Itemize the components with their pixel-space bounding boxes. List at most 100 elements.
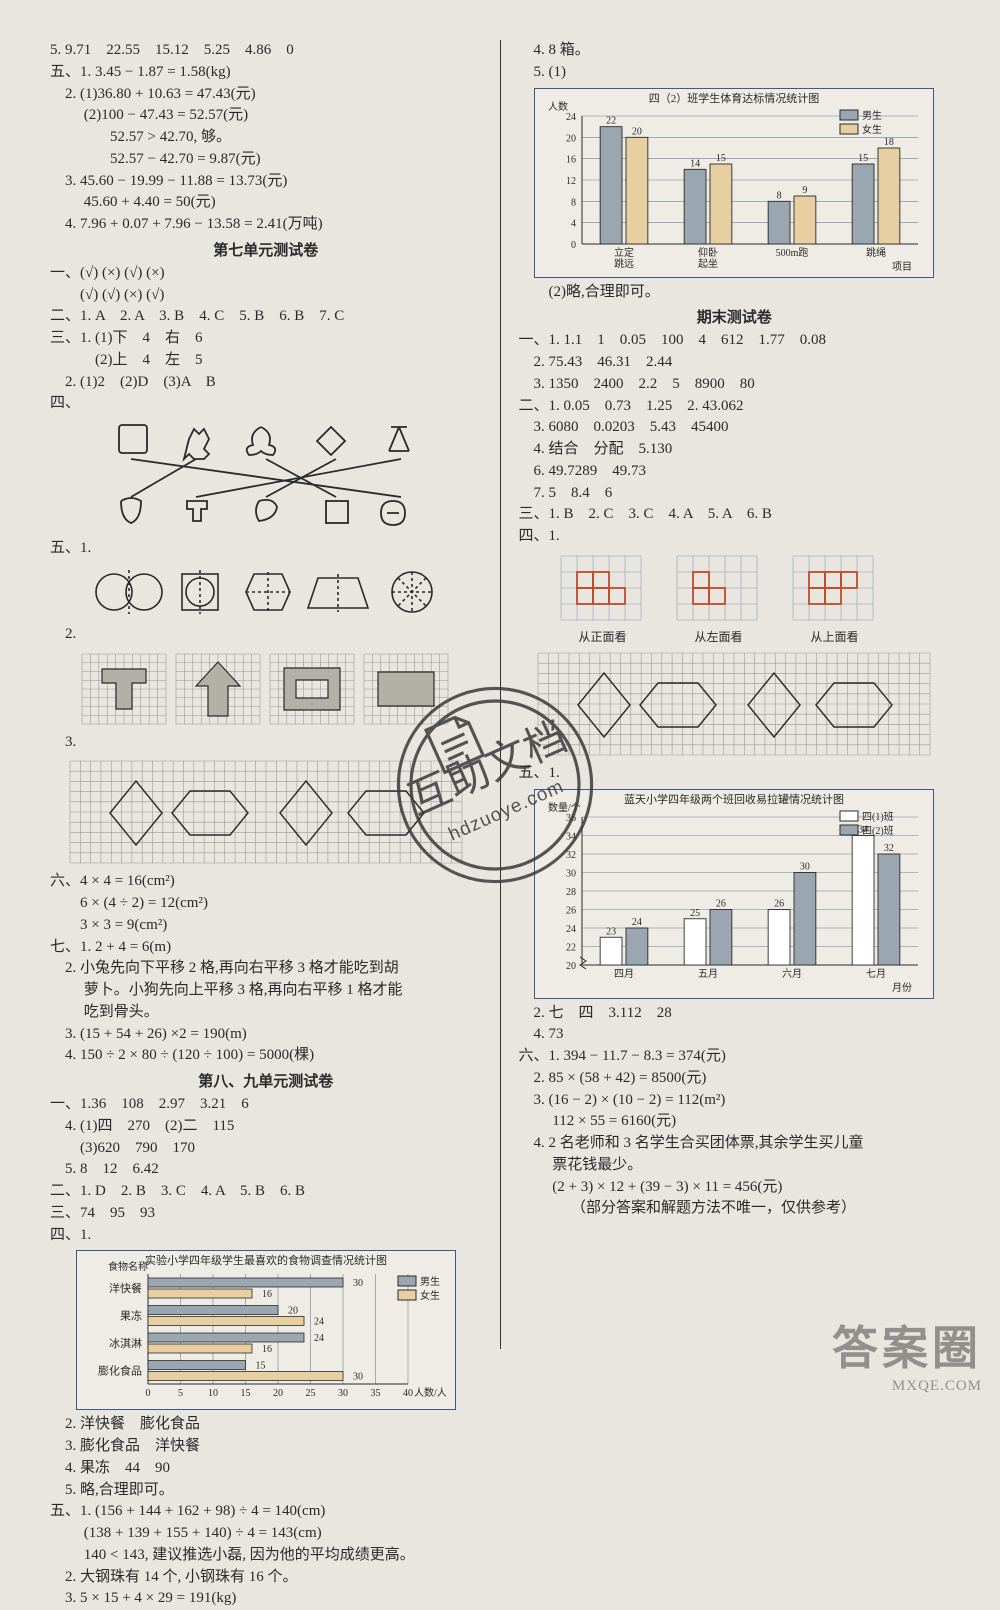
- svg-text:人数/人: 人数/人: [414, 1386, 447, 1399]
- text-line: 4. 2 名老师和 3 名学生合买团体票,其余学生买儿童: [519, 1133, 951, 1155]
- r-q5-1-label: 五、1.: [519, 763, 951, 785]
- svg-text:24: 24: [314, 1317, 324, 1328]
- grid-patterns-wide: [50, 757, 482, 867]
- text-line: 2. 75.43 46.31 2.44: [519, 352, 951, 374]
- text-line: 52.57 − 42.70 = 9.87(元): [50, 149, 482, 171]
- svg-text:4: 4: [571, 218, 576, 229]
- svg-text:34: 34: [858, 824, 868, 835]
- brand-footer: 答案圈 MXQE.COM: [832, 1312, 982, 1395]
- text-line: (138 + 139 + 155 + 140) ÷ 4 = 143(cm): [50, 1523, 482, 1545]
- text-line: 3. 5 × 15 + 4 × 29 = 191(kg): [50, 1588, 482, 1610]
- text-line: 3. 1350 2400 2.2 5 8900 80: [519, 374, 951, 396]
- text-line: 四、1.: [519, 526, 951, 548]
- svg-text:20: 20: [566, 133, 576, 144]
- text-line: 5. 9.71 22.55 15.12 5.25 4.86 0: [50, 40, 482, 62]
- svg-text:膨化食品: 膨化食品: [98, 1364, 142, 1378]
- brand-url: MXQE.COM: [832, 1378, 982, 1395]
- text-line: 一、1.36 108 2.97 3.21 6: [50, 1094, 482, 1116]
- text-line: 四、: [50, 393, 482, 415]
- recycling-chart: 蓝天小学四年级两个班回收易拉罐情况统计图202224262830323436数量…: [519, 789, 951, 999]
- svg-text:28: 28: [566, 887, 576, 898]
- grid-patterns-wide-right: [519, 649, 951, 759]
- text-line: (2)略,合理即可。: [519, 282, 951, 304]
- svg-text:18: 18: [884, 137, 894, 148]
- svg-text:16: 16: [262, 1289, 272, 1300]
- svg-text:14: 14: [690, 158, 700, 169]
- text-line: 六、4 × 4 = 16(cm²): [50, 871, 482, 893]
- svg-text:24: 24: [314, 1333, 324, 1344]
- text-line: 45.60 + 4.40 = 50(元): [50, 192, 482, 214]
- svg-text:9: 9: [803, 185, 808, 196]
- text-line: 3. 6080 0.0203 5.43 45400: [519, 417, 951, 439]
- svg-text:15: 15: [240, 1388, 250, 1399]
- svg-text:洋快餐: 洋快餐: [109, 1281, 142, 1295]
- text-line: 3. (15 + 54 + 26) ×2 = 190(m): [50, 1024, 482, 1046]
- svg-text:跳绳: 跳绳: [866, 246, 886, 259]
- svg-text:食物名称: 食物名称: [108, 1260, 148, 1273]
- svg-text:30: 30: [338, 1388, 348, 1399]
- svg-text:12: 12: [566, 176, 576, 187]
- svg-text:25: 25: [690, 907, 700, 918]
- text-line: (√) (√) (×) (√): [50, 285, 482, 307]
- text-line: 五、1. (156 + 144 + 162 + 98) ÷ 4 = 140(cm…: [50, 1501, 482, 1523]
- svg-text:36: 36: [566, 813, 576, 824]
- svg-text:40: 40: [403, 1388, 413, 1399]
- matching-shapes-figure: [50, 419, 482, 534]
- text-line: （部分答案和解题方法不唯一，仅供参考）: [519, 1198, 951, 1220]
- text-line: 七、1. 2 + 4 = 6(m): [50, 937, 482, 959]
- text-line: 6 × (4 ÷ 2) = 12(cm²): [50, 893, 482, 915]
- unit89-title: 第八、九单元测试卷: [50, 1070, 482, 1091]
- text-line: 4. (1)四 270 (2)二 115: [50, 1116, 482, 1138]
- text-line: 六、1. 394 − 11.7 − 8.3 = 374(元): [519, 1046, 951, 1068]
- svg-text:男生: 男生: [420, 1275, 440, 1288]
- svg-text:七月: 七月: [866, 968, 886, 980]
- text-line: 5. (1): [519, 62, 951, 84]
- view-label-left: 从左面看: [671, 628, 767, 645]
- svg-text:数量/个: 数量/个: [548, 801, 581, 814]
- text-line: 2. (1)36.80 + 10.63 = 47.43(元): [50, 84, 482, 106]
- text-line: 2. (1)2 (2)D (3)A B: [50, 372, 482, 394]
- text-line: 四、1.: [50, 1225, 482, 1247]
- svg-text:8: 8: [571, 197, 576, 208]
- text-line: 二、1. 0.05 0.73 1.25 2. 43.062: [519, 396, 951, 418]
- svg-text:人数: 人数: [548, 100, 568, 113]
- symmetry-figures: [50, 564, 482, 620]
- svg-text:五月: 五月: [698, 968, 718, 980]
- svg-text:30: 30: [566, 868, 576, 879]
- svg-text:四月: 四月: [614, 968, 634, 980]
- q5-3-label: 3.: [50, 732, 482, 754]
- svg-text:立定跳远: 立定跳远: [614, 246, 634, 270]
- text-line: 2. 85 × (58 + 42) = 8500(元): [519, 1068, 951, 1090]
- svg-text:26: 26: [716, 898, 726, 909]
- svg-text:20: 20: [288, 1306, 298, 1317]
- right-column: 4. 8 箱。 5. (1) 四（2）班学生体育达标情况统计图048121620…: [501, 40, 951, 1349]
- grid-patterns-row1: [50, 650, 482, 728]
- text-line: 3. (16 − 2) × (10 − 2) = 112(m²): [519, 1090, 951, 1112]
- brand-name: 答案圈: [832, 1312, 982, 1378]
- ortho-3views: 从正面看 从左面看 从上面看: [555, 552, 951, 645]
- text-line: 票花钱最少。: [519, 1155, 951, 1177]
- svg-text:月份: 月份: [892, 982, 912, 994]
- svg-text:果冻: 果冻: [120, 1309, 142, 1323]
- text-line: 6. 49.7289 49.73: [519, 461, 951, 483]
- svg-text:四（2）班学生体育达标情况统计图: 四（2）班学生体育达标情况统计图: [649, 91, 820, 105]
- svg-text:24: 24: [632, 917, 642, 928]
- text-line: (2 + 3) × 12 + (39 − 3) × 11 = 456(元): [519, 1177, 951, 1199]
- svg-text:22: 22: [606, 115, 616, 126]
- svg-text:8: 8: [777, 190, 782, 201]
- svg-text:26: 26: [566, 905, 576, 916]
- text-line: (2)100 − 47.43 = 52.57(元): [50, 105, 482, 127]
- svg-text:26: 26: [774, 898, 784, 909]
- svg-text:0: 0: [145, 1388, 150, 1399]
- text-line: 4. 8 箱。: [519, 40, 951, 62]
- q5-1-label: 五、1.: [50, 538, 482, 560]
- svg-text:女生: 女生: [420, 1289, 440, 1302]
- text-line: 140 < 143, 建议推选小磊, 因为他的平均成绩更高。: [50, 1545, 482, 1567]
- text-line: 二、1. D 2. B 3. C 4. A 5. B 6. B: [50, 1181, 482, 1203]
- text-line: 3. 45.60 − 19.99 − 11.88 = 13.73(元): [50, 171, 482, 193]
- text-line: 4. 7.96 + 0.07 + 7.96 − 13.58 = 2.41(万吨): [50, 214, 482, 236]
- svg-text:15: 15: [716, 153, 726, 164]
- unit7-title: 第七单元测试卷: [50, 239, 482, 260]
- food-chart: 实验小学四年级学生最喜欢的食物调查情况统计图0510152025303540食物…: [50, 1250, 482, 1410]
- svg-text:34: 34: [566, 831, 576, 842]
